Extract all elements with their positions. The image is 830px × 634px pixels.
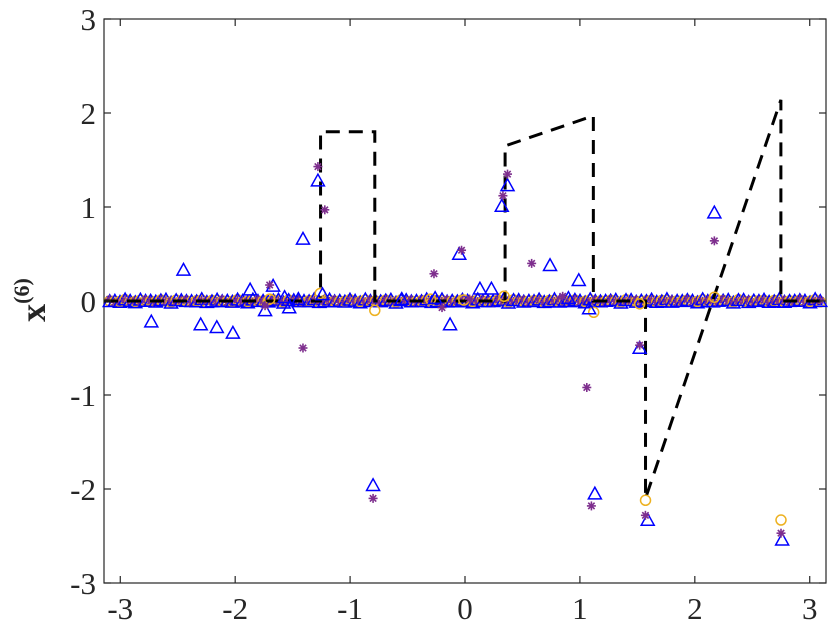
circle-marker [498,290,510,303]
y-tick-label: 3 [81,2,97,37]
x-tick-label: 3 [802,591,818,626]
plot-area [101,18,829,584]
dashed-series-line [104,99,826,499]
triangle-marker [472,280,488,295]
triangle-marker [143,313,160,328]
triangle-marker [276,289,293,304]
triangle-marker [225,324,241,339]
triangle-marker [310,172,326,187]
asterisk-marker [558,291,568,301]
triangle-marker [209,319,225,334]
x-tick-label: -2 [222,591,248,626]
triangle-marker [365,477,381,492]
triangle-marker [442,316,458,331]
x-tick-label: 0 [457,591,473,626]
asterisk-marker [298,343,308,353]
asterisk-marker [527,258,537,268]
y-ticks: -3 -2 -1 0 1 2 3 [70,2,826,601]
x-tick-label: -3 [107,591,133,626]
triangle-marker [542,257,558,272]
circle-marker [775,514,787,526]
circle-marker [263,293,276,305]
asterisk-marker [498,191,508,201]
asterisk-marker [640,510,650,520]
y-tick-label: 1 [81,190,97,225]
triangle-marker [493,198,510,213]
asterisk-marker [313,162,323,172]
triangle-marker [427,290,443,305]
asterisk-marker [503,169,513,179]
triangle-marker [774,531,790,546]
triangle-marker [295,230,311,245]
asterisk-marker [709,236,719,246]
y-tick-label: -2 [70,472,96,507]
triangle-marker [281,299,297,314]
x-tick-label: -1 [337,591,363,626]
triangle-marker [499,177,516,192]
triangle-marker [257,302,273,317]
triangle-series [143,172,790,546]
asterisk-marker [437,303,447,313]
asterisk-marker [265,280,275,290]
x-tick-label: 2 [687,591,703,626]
x-tick-label: 1 [572,591,588,626]
triangle-marker [451,245,468,260]
asterisk-marker [776,528,786,538]
asterisk-marker [635,340,645,350]
triangle-marker [483,280,500,295]
triangle-marker [290,291,307,306]
triangle-marker [314,286,331,301]
x-ticks: -3 -2 -1 0 1 2 3 [107,19,817,626]
triangle-marker [581,300,597,315]
y-tick-label: -3 [70,566,96,601]
asterisk-series [260,162,786,538]
y-tick-label: -1 [70,378,96,413]
asterisk-marker [457,245,467,255]
asterisk-marker [465,294,475,304]
triangle-marker [570,272,587,287]
asterisk-marker [586,501,596,511]
triangle-marker [394,291,410,306]
y-tick-label: 0 [81,284,97,319]
circle-marker [587,306,600,319]
triangle-marker [706,204,723,219]
y-tick-label: 2 [81,96,97,131]
asterisk-marker [582,382,592,392]
circle-series [263,287,787,526]
y-axis-label: x(6) [9,278,53,322]
circle-marker [633,298,646,310]
asterisk-marker [260,301,270,311]
circle-marker [708,291,721,303]
triangle-marker [175,261,192,276]
asterisk-marker [429,269,439,279]
triangle-marker [560,290,577,305]
triangle-marker [639,511,656,526]
triangle-marker [192,316,209,331]
circle-marker [639,494,652,507]
asterisk-marker [368,493,378,503]
circle-marker [369,304,381,317]
triangle-marker [587,485,603,500]
triangle-marker [242,281,258,296]
asterisk-marker [320,205,330,215]
